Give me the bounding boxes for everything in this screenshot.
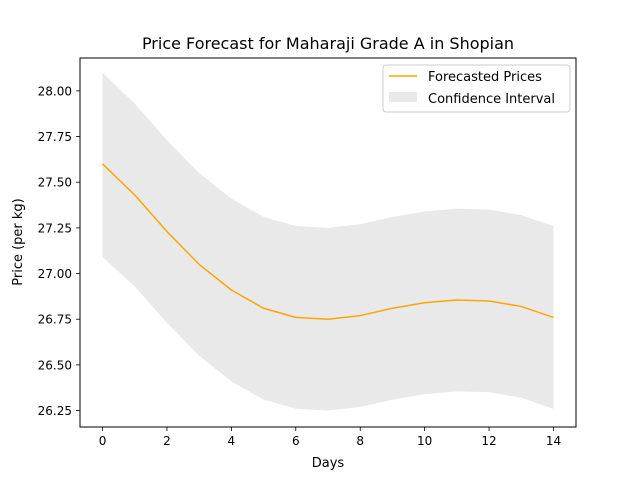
x-tick-label: 6	[292, 434, 300, 448]
chart-title: Price Forecast for Maharaji Grade A in S…	[142, 34, 514, 53]
plot-area	[102, 72, 554, 411]
y-tick-label: 26.25	[38, 404, 72, 418]
legend-label-confidence: Confidence Interval	[428, 92, 555, 107]
x-tick-label: 2	[163, 434, 171, 448]
y-tick-label: 26.50	[38, 358, 72, 372]
x-tick-label: 4	[228, 434, 236, 448]
y-tick-label: 27.50	[38, 176, 72, 190]
legend-swatch-confidence	[389, 92, 417, 102]
x-tick-label: 14	[546, 434, 561, 448]
legend-box	[382, 64, 571, 113]
y-tick-label: 26.75	[38, 313, 72, 327]
y-tick-label: 28.00	[38, 84, 72, 98]
x-tick-label: 10	[417, 434, 432, 448]
x-axis-label: Days	[312, 456, 345, 471]
y-axis: 26.25 26.50 26.75 27.00 27.25 27.50 27.75 28.00	[38, 84, 80, 418]
y-tick-label: 27.25	[38, 221, 72, 235]
axes-frame	[79, 57, 577, 428]
x-tick-label: 12	[481, 434, 496, 448]
forecast-line	[102, 163, 554, 320]
x-axis: 0 2 4 6 8 10 12 14	[99, 427, 561, 448]
x-tick-label: 0	[99, 434, 107, 448]
y-axis-label: Price (per kg)	[11, 198, 26, 286]
x-tick-label: 8	[356, 434, 364, 448]
confidence-band	[102, 72, 554, 411]
y-tick-label: 27.00	[38, 267, 72, 281]
y-tick-label: 27.75	[38, 130, 72, 144]
legend-label-forecast: Forecasted Prices	[428, 70, 542, 85]
legend: Forecasted Prices Confidence Interval	[382, 64, 571, 113]
